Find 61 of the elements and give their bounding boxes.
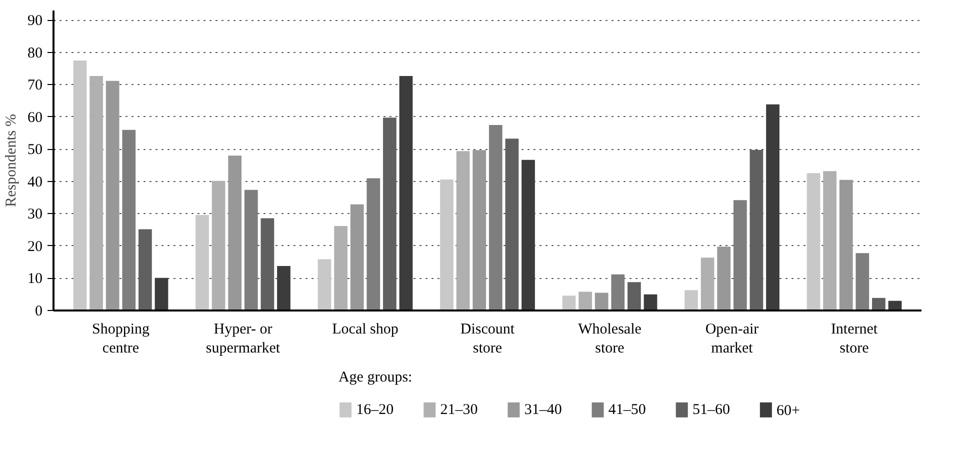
bar [733, 200, 747, 310]
bar [277, 266, 290, 310]
bar [350, 204, 364, 310]
bar [472, 150, 486, 310]
bar [73, 60, 87, 310]
bar [766, 104, 780, 310]
bar [684, 290, 698, 310]
x-tick-label: Open-air market [705, 322, 759, 357]
bar [611, 274, 625, 310]
bar [228, 156, 242, 310]
bar [594, 292, 608, 310]
bar [456, 151, 470, 310]
bar [122, 130, 136, 310]
x-tick-label: Hyper- or supermarket [206, 322, 281, 357]
bar [856, 253, 870, 310]
bar [872, 298, 886, 310]
legend-label: 60+ [776, 402, 800, 419]
x-tick-label: Wholesale store [578, 322, 642, 357]
y-tick-label: 10 [28, 271, 42, 288]
y-tick-label: 40 [28, 174, 42, 190]
bar [366, 178, 380, 310]
bar [90, 76, 103, 310]
legend-label: 31–40 [524, 402, 562, 418]
bar [244, 190, 258, 310]
y-tick-label: 20 [28, 238, 42, 255]
bar [196, 215, 209, 310]
x-tick-label: Shopping centre [92, 322, 150, 357]
bar [440, 180, 454, 310]
bar [562, 296, 576, 310]
bar [806, 173, 820, 310]
legend-title: Age groups: [338, 370, 412, 386]
bar [644, 294, 658, 310]
bar [700, 258, 714, 310]
x-tick-label: Local shop [332, 322, 398, 338]
bar [522, 160, 535, 310]
bar [399, 76, 413, 310]
legend-label: 41–50 [608, 402, 646, 418]
y-tick-label: 30 [28, 206, 42, 223]
y-tick-label: 70 [28, 78, 42, 94]
bar [154, 278, 168, 310]
bar [334, 226, 348, 310]
bar [823, 171, 836, 310]
y-tick-label: 90 [28, 13, 42, 30]
y-tick-label: 0 [35, 304, 42, 320]
bar [578, 292, 592, 310]
y-tick-label: 60 [28, 110, 42, 126]
x-tick-label: Discount store [460, 322, 516, 357]
bar [212, 180, 226, 310]
bar [839, 180, 853, 310]
legend-label: 21–30 [440, 402, 478, 418]
x-tick-label: Internet store [830, 322, 878, 357]
bar [488, 125, 502, 310]
y-tick-label: 50 [28, 142, 42, 158]
bar [717, 246, 731, 310]
bar [106, 80, 120, 310]
y-axis-title: Respondents % [4, 114, 20, 207]
bar [318, 259, 332, 310]
bar [628, 282, 641, 310]
legend-label: 16–20 [356, 402, 394, 418]
y-tick-label: 80 [28, 45, 42, 62]
legend-label: 51–60 [692, 402, 730, 418]
